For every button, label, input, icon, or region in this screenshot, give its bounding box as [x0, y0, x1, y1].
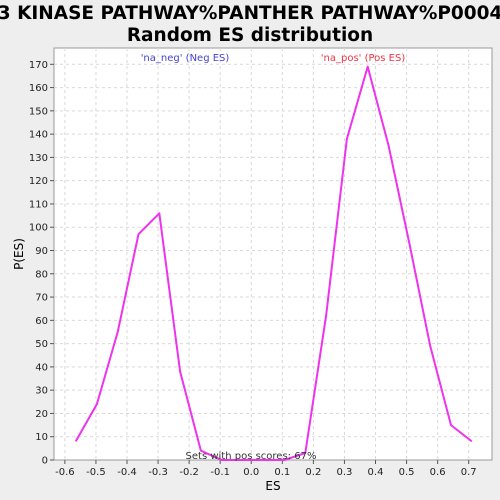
y-tick-label: 50: [35, 339, 48, 350]
y-tick-label: 70: [35, 293, 48, 304]
y-tick-label: 110: [29, 199, 48, 210]
y-tick-label: 170: [29, 60, 48, 71]
x-tick-label: 0.0: [243, 467, 259, 478]
y-tick-label: 160: [29, 83, 48, 94]
y-tick-label: 80: [35, 269, 48, 280]
x-tick-label: 0.6: [430, 467, 446, 478]
y-tick-label: 90: [35, 246, 48, 257]
x-axis-ticks: -0.6 -0.5 -0.4 -0.3 -0.2 -0.1 0.0 0.1 0.2 0.3 0.4 0…: [55, 460, 477, 478]
grid-lines: [54, 48, 492, 460]
y-tick-label: 20: [35, 409, 48, 420]
plot-area: [53, 47, 493, 461]
x-tick-label: -0.5: [86, 467, 106, 478]
chart-title-line-1: PI3 KINASE PATHWAY%PANTHER PATHWAY%P0004…: [0, 3, 500, 24]
y-axis-label: P(ES): [12, 238, 26, 270]
y-tick-label: 0: [42, 456, 48, 467]
x-tick-label: 0.5: [399, 467, 415, 478]
y-tick-label: 30: [35, 386, 48, 397]
x-tick-label: 0.7: [461, 467, 477, 478]
x-tick-label: -0.3: [148, 467, 168, 478]
y-tick-label: 60: [35, 316, 48, 327]
y-tick-label: 140: [29, 130, 48, 141]
pos-es-label: 'na_pos' (Pos ES): [321, 53, 406, 64]
y-tick-label: 120: [29, 176, 48, 187]
x-tick-label: 0.1: [274, 467, 290, 478]
y-tick-label: 40: [35, 362, 48, 373]
chart-title-line-2: Random ES distribution: [127, 25, 373, 46]
pos-scores-label: Sets with pos scores: 67%: [186, 451, 317, 462]
x-tick-label: -0.6: [55, 467, 75, 478]
y-tick-label: 10: [35, 432, 48, 443]
x-tick-label: -0.1: [210, 467, 230, 478]
y-tick-label: 100: [29, 223, 48, 234]
y-axis-ticks: 0 10 20 30 40 50 60 70 80 90 100 110 120 130 140 150 160…: [29, 60, 54, 467]
x-tick-label: -0.4: [117, 467, 137, 478]
y-tick-label: 150: [29, 106, 48, 117]
neg-es-label: 'na_neg' (Neg ES): [141, 53, 230, 64]
y-tick-label: 130: [29, 153, 48, 164]
x-axis-label: ES: [265, 479, 280, 493]
x-tick-label: 0.3: [336, 467, 352, 478]
x-tick-label: 0.2: [305, 467, 321, 478]
x-tick-label: -0.2: [179, 467, 199, 478]
es-distribution-line: [74, 65, 473, 461]
x-tick-label: 0.4: [368, 467, 384, 478]
